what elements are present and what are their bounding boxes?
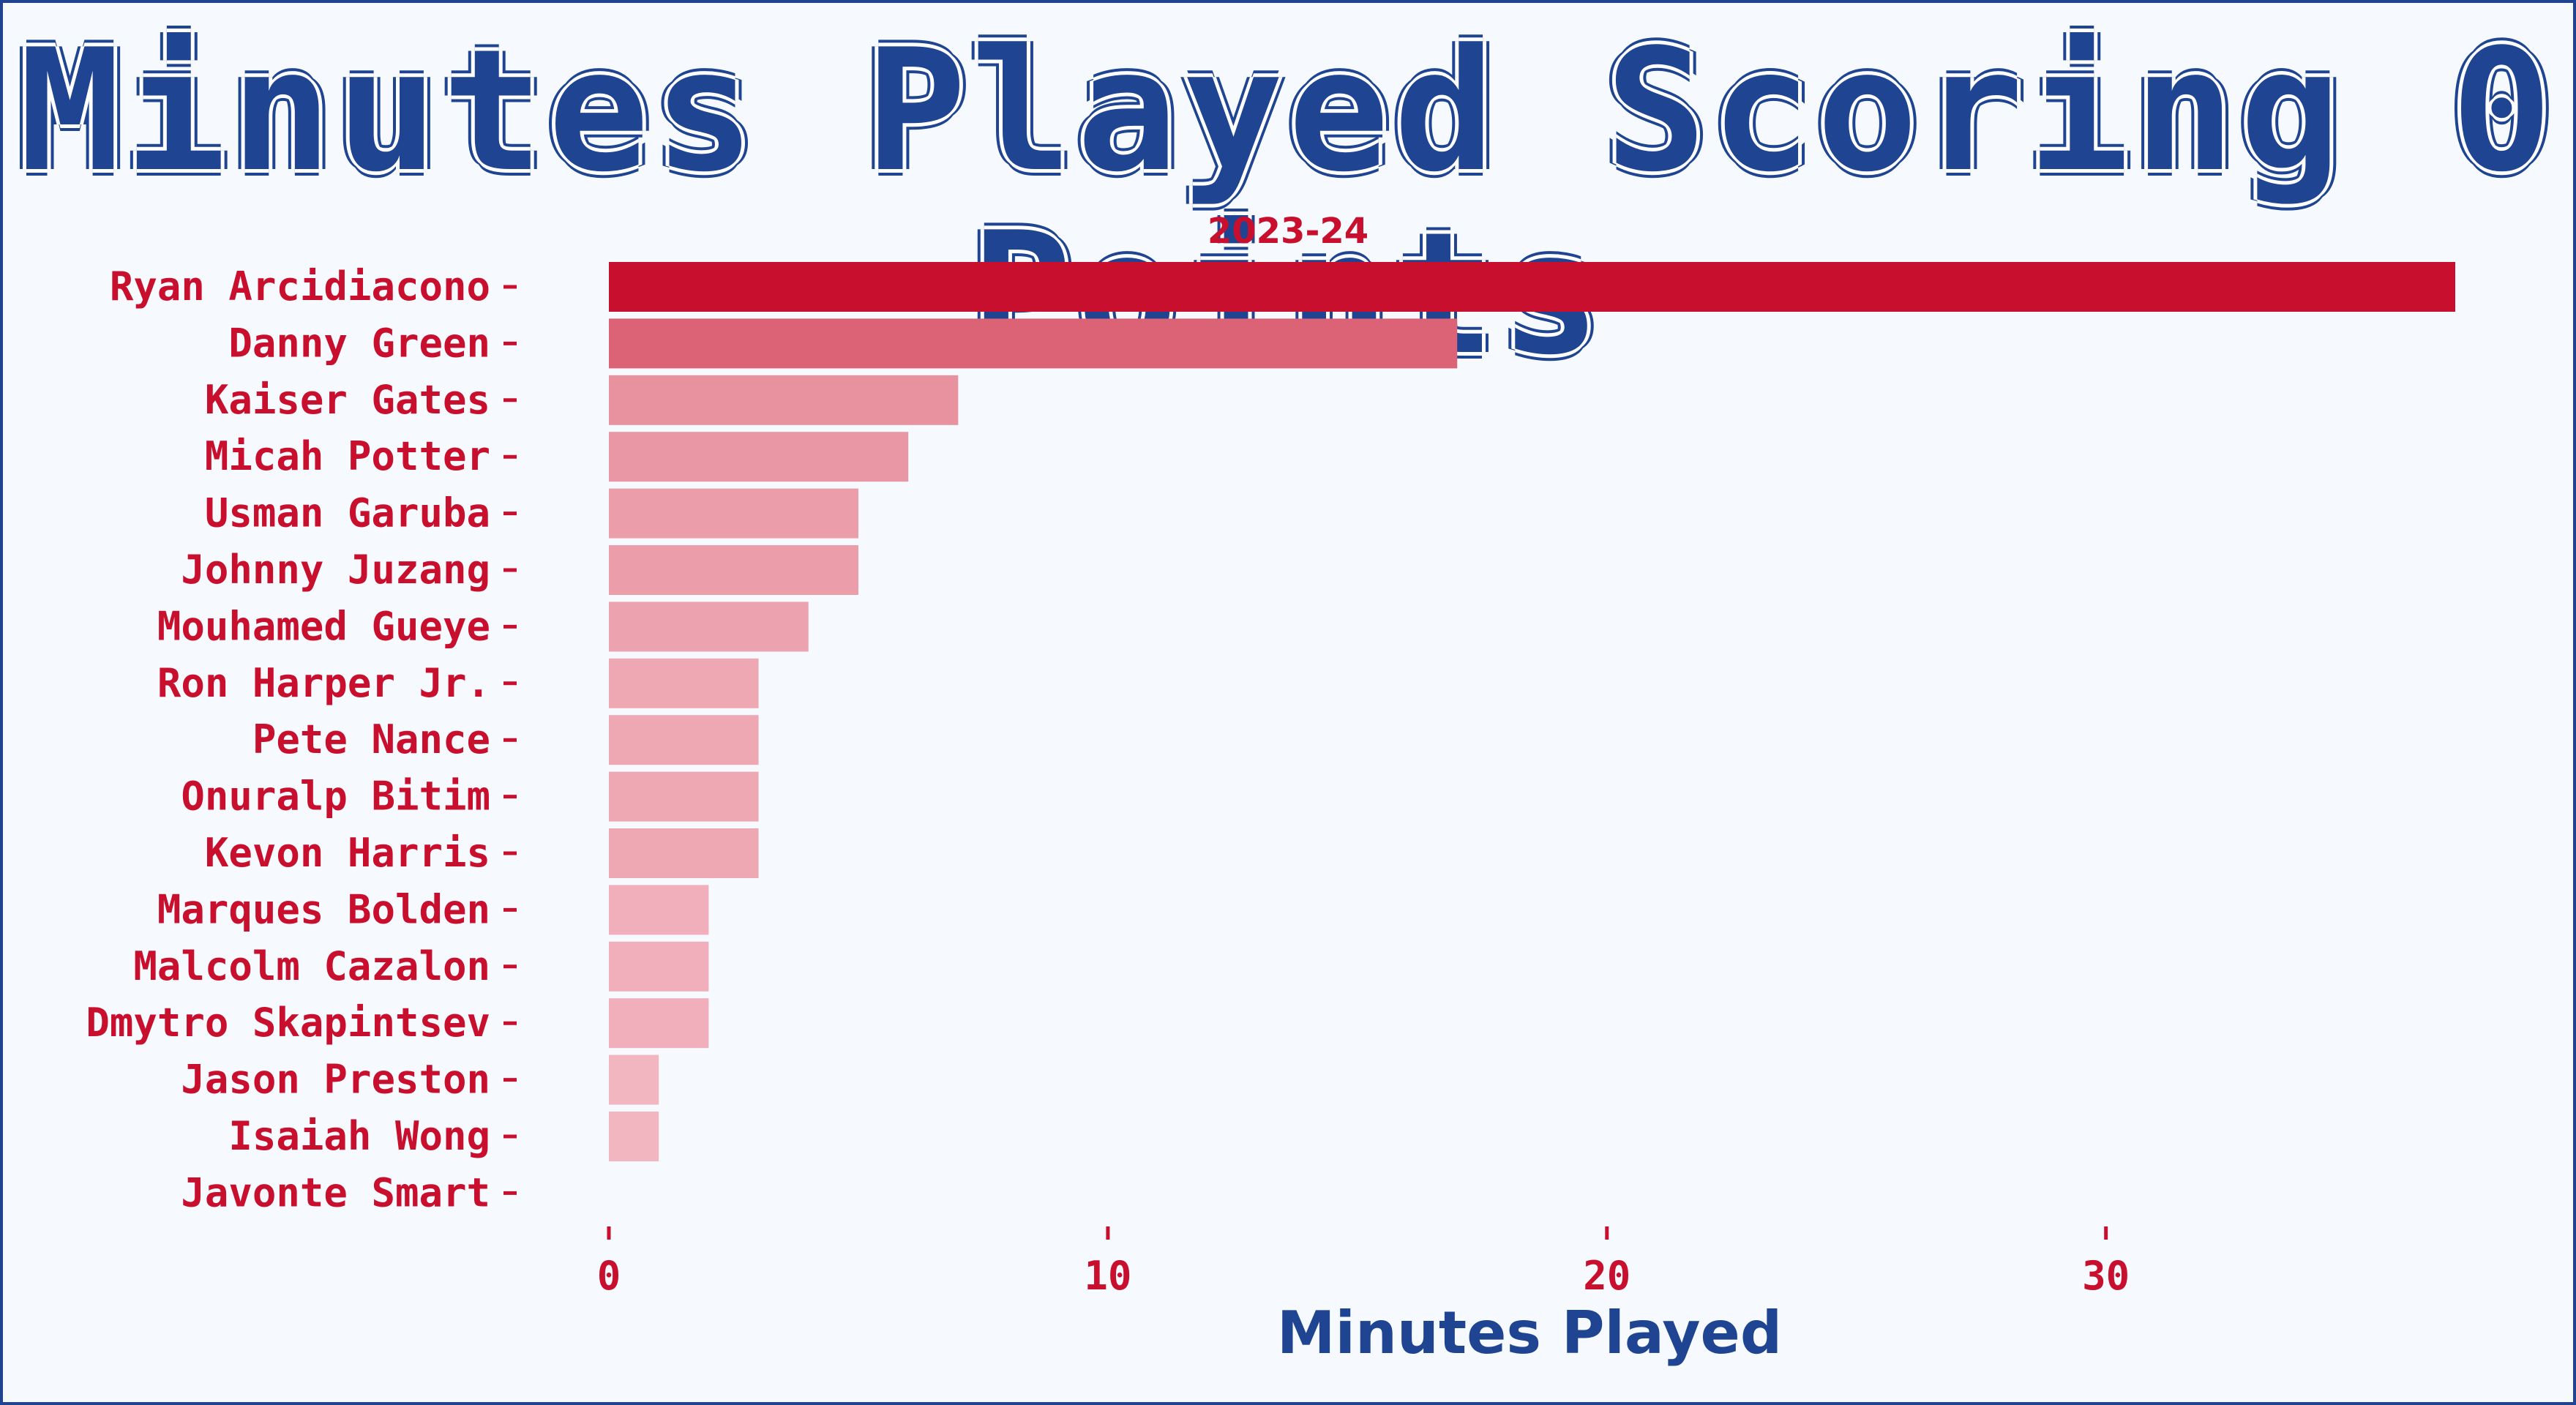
x-tick-label: 0	[597, 1253, 621, 1299]
bar	[609, 998, 709, 1049]
bar	[609, 828, 759, 878]
y-tick-label: Kaiser Gates	[205, 377, 490, 423]
bar	[609, 771, 759, 822]
y-tick-label: Danny Green	[228, 320, 490, 366]
bar	[609, 941, 709, 992]
y-tick-label: Johnny Juzang	[181, 547, 490, 593]
y-tick-label: Mouhamed Gueye	[157, 603, 490, 649]
y-tick-label: Ryan Arcidiacono	[110, 263, 490, 310]
bar	[609, 488, 858, 539]
chart-subtitle: 2023-24	[1207, 211, 1369, 252]
bar	[609, 545, 858, 595]
y-tick-label: Pete Nance	[252, 716, 490, 763]
y-tick-label: Malcolm Cazalon	[133, 943, 490, 989]
y-tick-label: Micah Potter	[205, 433, 490, 479]
bar	[609, 432, 909, 482]
bar	[609, 658, 759, 708]
bar	[609, 262, 2455, 312]
y-tick-label: Ron Harper Jr.	[157, 660, 490, 706]
x-tick-label: 30	[2082, 1253, 2130, 1299]
bar	[609, 885, 709, 935]
y-tick-label: Javonte Smart	[181, 1169, 490, 1215]
bar	[609, 1054, 659, 1105]
x-axis-label: Minutes Played	[1276, 1299, 1783, 1367]
y-tick-label: Jason Preston	[181, 1057, 490, 1103]
y-tick-label: Onuralp Bitim	[181, 773, 490, 820]
bar	[609, 1112, 659, 1161]
x-tick-label: 10	[1084, 1253, 1131, 1299]
x-tick-label: 20	[1583, 1253, 1630, 1299]
y-tick-label: Usman Garuba	[205, 490, 490, 536]
y-tick-label: Kevon Harris	[205, 830, 490, 876]
bar	[609, 318, 1458, 369]
y-tick-label: Dmytro Skapintsev	[86, 1000, 490, 1046]
y-tick-label: Marques Bolden	[157, 886, 490, 932]
bar	[609, 715, 759, 765]
bar	[609, 375, 959, 425]
bar	[609, 602, 809, 652]
y-tick-label: Isaiah Wong	[228, 1113, 490, 1159]
